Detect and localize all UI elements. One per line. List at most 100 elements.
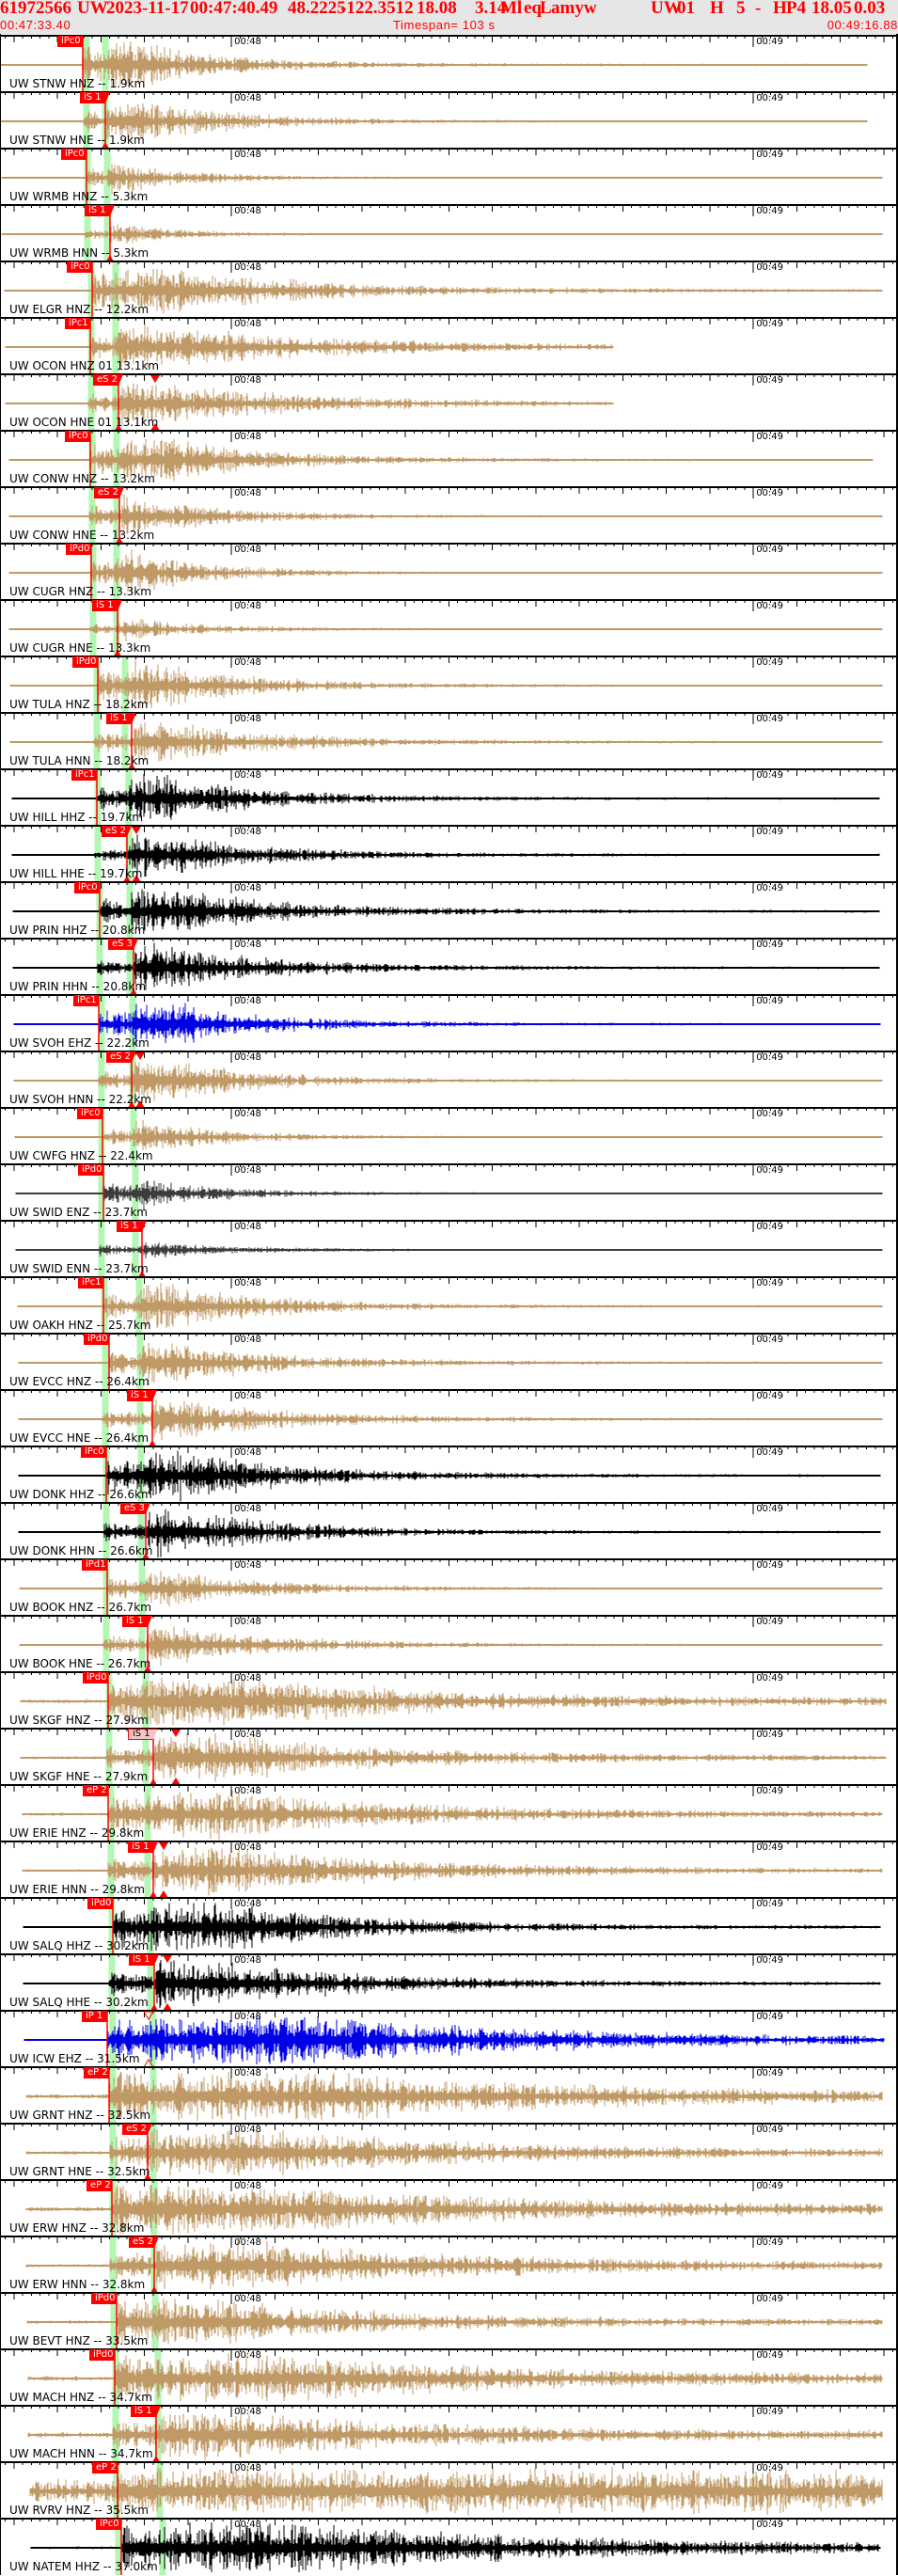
- p-pick-flag[interactable]: iPc0: [67, 261, 92, 273]
- waveform-plot[interactable]: [0, 712, 898, 770]
- trace-panel[interactable]: 00:48 00:49 iS 1 UW BOOK HNE -- 26.7km: [0, 1615, 898, 1673]
- pick-line[interactable]: [131, 714, 133, 769]
- pick-line[interactable]: [107, 1786, 109, 1841]
- trace-panel[interactable]: 00:48 00:49 iPc1 UW OCON HNZ 01 13.1km: [0, 317, 898, 375]
- trace-panel[interactable]: 00:48 00:49 iS 1 UW SKGF HNE -- 27.9km: [0, 1728, 898, 1785]
- trace-panel[interactable]: 00:48 00:49 iS 1 UW TULA HNN -- 18.2km: [0, 712, 898, 770]
- waveform-plot[interactable]: [0, 599, 898, 657]
- p-pick-flag[interactable]: iPc1: [71, 769, 97, 781]
- trace-panel[interactable]: 00:48 00:49 eS 2 UW SVOH HNN -- 22.2km: [0, 1051, 898, 1109]
- waveform-plot[interactable]: [0, 1389, 898, 1447]
- pick-line[interactable]: [99, 883, 101, 939]
- trace-panel[interactable]: 00:48 00:49 iPc0 UW ELGR HNZ -- 12.2km: [0, 261, 898, 319]
- pick-line[interactable]: [112, 1899, 114, 1954]
- trace-panel[interactable]: 00:48 00:49 iS 1 UW CUGR HNE -- 13.3km: [0, 599, 898, 656]
- trace-panel[interactable]: 00:48 00:49 eP 2 UW RVRV HNZ -- 35.5km: [0, 2461, 898, 2519]
- trace-panel[interactable]: 00:48 00:49 iPd0 UW SWID ENZ -- 23.7km: [0, 1163, 898, 1222]
- trace-panel[interactable]: 00:48 00:49 iPc0 UW STNW HNZ -- 1.9km: [0, 35, 898, 93]
- pick-line[interactable]: [102, 1109, 103, 1164]
- s-pick-flag[interactable]: eS 2: [122, 2124, 152, 2135]
- p-pick-flag[interactable]: iPd0: [91, 2293, 117, 2304]
- trace-panel[interactable]: 00:48 00:49 iS 1 UW STNW HNE -- 1.9km: [0, 91, 898, 149]
- waveform-plot[interactable]: [0, 2236, 898, 2294]
- p-pick-flag[interactable]: iPd1: [82, 1559, 107, 1571]
- pick-line[interactable]: [82, 37, 84, 92]
- trace-panel[interactable]: 00:48 00:49 iPc0 UW WRMB HNZ -- 5.3km: [0, 148, 898, 205]
- p-pick-flag[interactable]: iPd0: [83, 1672, 108, 1683]
- p-pick-flag[interactable]: iPd0: [87, 1898, 113, 1909]
- p-pick-flag[interactable]: iPc1: [65, 318, 90, 329]
- trace-panel[interactable]: 00:48 00:49 eP 2 UW ERW HNZ -- 32.8km: [0, 2179, 898, 2236]
- trace-panel[interactable]: 00:48 00:49 iS 1 UW SWID ENN -- 23.7km: [0, 1220, 898, 1277]
- pick-line[interactable]: [111, 2181, 113, 2236]
- pick-line[interactable]: [151, 1391, 153, 1446]
- pick-line[interactable]: [102, 1165, 104, 1221]
- trace-panel[interactable]: 00:48 00:49 iPc0 UW DONK HHZ -- 26.6km: [0, 1446, 898, 1504]
- pick-line[interactable]: [155, 2407, 157, 2462]
- waveform-plot[interactable]: [0, 1841, 898, 1899]
- pick-line[interactable]: [141, 1222, 143, 1277]
- waveform-plot[interactable]: [0, 1558, 898, 1617]
- pick-line[interactable]: [108, 2068, 110, 2124]
- trace-panel[interactable]: 00:48 00:49 eS 2 UW HILL HHE -- 19.7km: [0, 825, 898, 882]
- waveform-plot[interactable]: [0, 1671, 898, 1730]
- trace-panel[interactable]: 00:48 00:49 iPd0 UW SALQ HHZ -- 30.2km: [0, 1897, 898, 1954]
- p-pick-flag[interactable]: eP 2: [92, 2462, 118, 2473]
- waveform-plot[interactable]: [0, 1276, 898, 1335]
- waveform-plot[interactable]: [0, 656, 898, 714]
- pick-line[interactable]: [117, 601, 118, 656]
- p-pick-flag[interactable]: iP 1: [82, 2011, 107, 2022]
- s-pick-flag[interactable]: iS 1: [122, 1616, 152, 1627]
- waveform-plot[interactable]: [0, 317, 898, 375]
- trace-panel[interactable]: 00:48 00:49 eS 3 UW PRIN HHN -- 20.8km: [0, 938, 898, 995]
- p-pick-flag[interactable]: iPc0: [77, 1108, 102, 1119]
- waveform-plot[interactable]: [0, 1615, 898, 1673]
- p-pick-flag[interactable]: iPc0: [65, 431, 90, 442]
- trace-panel[interactable]: 00:48 00:49 iPc0 UW CONW HNZ -- 13.2km: [0, 430, 898, 487]
- pick-line[interactable]: [153, 2237, 155, 2293]
- trace-panel[interactable]: 00:48 00:49 eS 3 UW DONK HHN -- 26.6km: [0, 1502, 898, 1559]
- s-pick-flag[interactable]: iS 1: [128, 1729, 158, 1740]
- trace-panel[interactable]: 00:48 00:49 iS 1 UW SALQ HHE -- 30.2km: [0, 1953, 898, 2011]
- waveform-plot[interactable]: [0, 261, 898, 319]
- waveform-plot[interactable]: [0, 1051, 898, 1109]
- trace-panel[interactable]: 00:48 00:49 eS 2 UW CONW HNE -- 13.2km: [0, 486, 898, 544]
- p-pick-flag[interactable]: iPc0: [96, 2519, 121, 2530]
- pick-line[interactable]: [102, 1278, 104, 1334]
- s-pick-flag[interactable]: eS 2: [94, 487, 124, 498]
- pick-line[interactable]: [147, 1617, 149, 1672]
- trace-panel[interactable]: 00:48 00:49 iS 1 UW ERIE HNN -- 29.8km: [0, 1841, 898, 1899]
- p-pick-flag[interactable]: iPd0: [84, 1334, 109, 1345]
- waveform-plot[interactable]: [0, 1446, 898, 1504]
- p-pick-flag[interactable]: iPc0: [57, 36, 83, 47]
- pick-line[interactable]: [108, 1335, 110, 1390]
- waveform-plot[interactable]: [0, 2123, 898, 2181]
- trace-panel[interactable]: 00:48 00:49 iPc1 UW OAKH HNZ -- 25.7km: [0, 1276, 898, 1335]
- s-pick-flag[interactable]: iS 1: [129, 1954, 159, 1966]
- waveform-plot[interactable]: [0, 543, 898, 601]
- waveform-plot[interactable]: [0, 2518, 898, 2576]
- trace-panel[interactable]: 00:48 00:49 iS 1 UW WRMB HNN -- 5.3km: [0, 204, 898, 261]
- waveform-plot[interactable]: [0, 204, 898, 262]
- pick-line[interactable]: [133, 940, 134, 995]
- trace-panel[interactable]: 00:48 00:49 eS 2 UW GRNT HNE -- 32.5km: [0, 2123, 898, 2181]
- waveform-plot[interactable]: [0, 35, 898, 93]
- waveform-plot[interactable]: [0, 768, 898, 827]
- pick-line[interactable]: [97, 657, 99, 713]
- s-pick-flag[interactable]: eS 3: [120, 1503, 150, 1514]
- trace-panel[interactable]: 00:48 00:49 eS 2 UW ERW HNN -- 32.8km: [0, 2236, 898, 2294]
- trace-panel[interactable]: 00:48 00:49 iPd0 UW MACH HNZ -- 34.7km: [0, 2348, 898, 2406]
- p-pick-flag[interactable]: iPd0: [89, 2349, 115, 2361]
- p-pick-flag[interactable]: iPd0: [66, 544, 91, 555]
- waveform-plot[interactable]: [0, 1163, 898, 1222]
- p-pick-flag[interactable]: iPc0: [81, 1446, 106, 1458]
- trace-panel[interactable]: 00:48 00:49 iPc0 UW PRIN HHZ -- 20.8km: [0, 881, 898, 940]
- s-pick-flag[interactable]: eS 2: [106, 1051, 136, 1063]
- p-pick-flag[interactable]: eP 2: [83, 1785, 108, 1796]
- pick-line[interactable]: [105, 1447, 107, 1503]
- waveform-plot[interactable]: [0, 881, 898, 940]
- waveform-plot[interactable]: [0, 1333, 898, 1391]
- pick-line[interactable]: [118, 488, 120, 544]
- s-pick-flag[interactable]: iS 1: [106, 713, 136, 724]
- pick-line[interactable]: [153, 1955, 155, 2011]
